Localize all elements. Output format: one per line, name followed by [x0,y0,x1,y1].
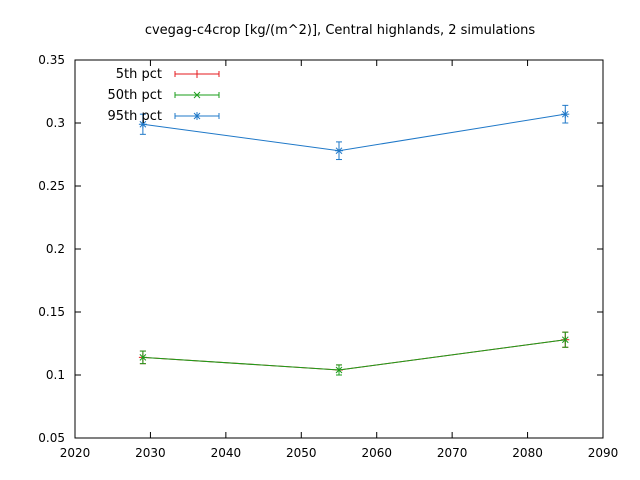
x-tick-label: 2050 [286,446,317,460]
series-line [142,339,566,371]
data-point [561,336,569,344]
y-axis: 0.05 0.1 0.15 0.2 0.25 0.3 0.35 [38,53,603,445]
x-axis: 2020 2030 2040 2050 2060 2070 2080 2090 [60,60,619,460]
x-tick-label: 2090 [588,446,619,460]
legend-marker [193,91,201,99]
data-point [139,354,147,361]
x-tick-label: 2060 [361,446,392,460]
series-layer [138,104,570,376]
x-tick-label: 2030 [135,446,166,460]
legend-label: 50th pct [107,88,162,103]
chart-title: cvegag-c4crop [kg/(m^2)], Central highla… [145,23,536,38]
legend: 5th pct 50th pct 95th pct [107,67,220,124]
x-tick-label: 2080 [512,446,543,460]
x-tick-label: 2040 [211,446,242,460]
data-point [138,120,147,129]
series-1 [139,331,569,376]
y-tick-label: 0.15 [38,305,65,319]
y-tick-label: 0.2 [46,242,65,256]
data-point [335,146,343,155]
series-2 [138,104,570,161]
y-tick-label: 0.1 [46,368,65,382]
legend-marker [193,112,201,120]
data-point [335,366,343,374]
legend-label: 95th pct [107,109,162,124]
x-tick-label: 2070 [437,446,468,460]
series-0 [138,331,570,376]
x-tick-label: 2020 [60,446,91,460]
y-tick-label: 0.3 [46,116,65,130]
series-line [142,113,566,152]
y-tick-label: 0.35 [38,53,65,67]
legend-marker [193,70,201,78]
series-line [142,339,566,371]
data-point [561,110,570,119]
y-tick-label: 0.05 [38,431,65,445]
y-tick-label: 0.25 [38,179,65,193]
legend-label: 5th pct [116,67,162,82]
